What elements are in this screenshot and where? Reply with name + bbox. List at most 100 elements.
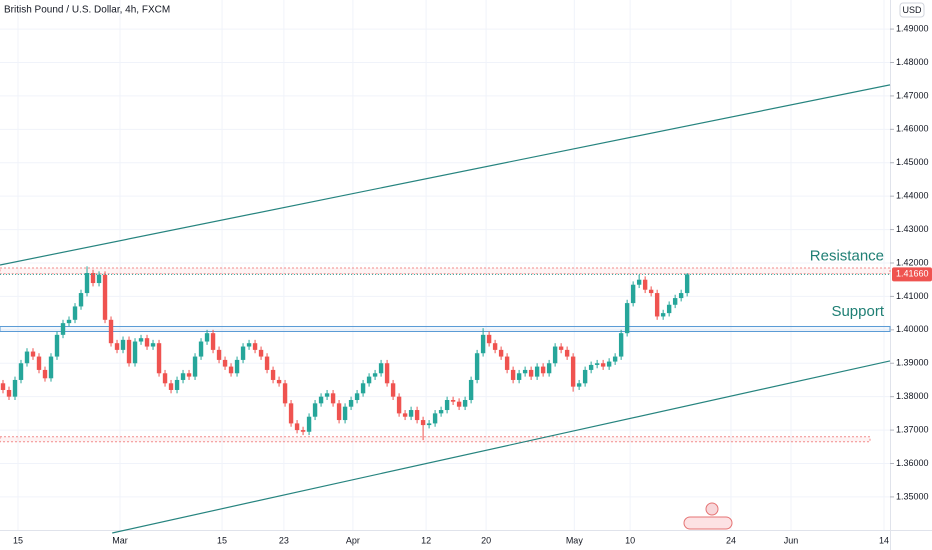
zones — [0, 267, 891, 443]
candle-body — [282, 383, 288, 404]
candle-body — [258, 349, 264, 357]
candle-body — [96, 274, 102, 284]
y-tick-label: 1.45000 — [896, 157, 929, 167]
candle-body — [156, 343, 162, 374]
candle-body — [126, 339, 132, 364]
y-tick-label: 1.48000 — [896, 57, 929, 67]
candle-body — [294, 423, 300, 431]
candle-body — [390, 383, 396, 397]
last-price-label: 1.41660 — [896, 269, 929, 279]
candle-body — [468, 379, 474, 401]
candle-body — [546, 363, 552, 374]
candle-body — [348, 400, 354, 407]
candle-body — [450, 400, 456, 402]
candle-body — [312, 403, 318, 417]
candle-body — [204, 333, 210, 342]
candle-body — [510, 369, 516, 380]
candle-body — [522, 369, 528, 374]
candles — [0, 266, 690, 441]
x-tick-label: Jun — [784, 535, 799, 545]
x-tick-label: 15 — [217, 535, 227, 545]
candle-body — [408, 410, 414, 417]
candle-body — [516, 373, 522, 380]
candle-body — [306, 416, 312, 432]
candle-body — [12, 379, 18, 397]
candle-body — [636, 279, 642, 285]
y-tick-label: 1.38000 — [896, 391, 929, 401]
candle-body — [354, 393, 360, 401]
candle-body — [42, 369, 48, 379]
annotation: Resistance — [810, 248, 884, 265]
candle-body — [528, 369, 534, 377]
candle-body — [162, 373, 168, 384]
annotation: Support — [831, 303, 884, 320]
x-tick-label: 12 — [421, 535, 431, 545]
candle-body — [240, 346, 246, 360]
candle-body — [234, 359, 240, 374]
candle-body — [612, 356, 618, 362]
candle-body — [132, 341, 138, 364]
candle-body — [60, 323, 66, 335]
candle-body — [642, 279, 648, 290]
candle-body — [402, 413, 408, 417]
y-tick-label: 1.43000 — [896, 224, 929, 234]
candle-body — [66, 319, 72, 324]
candle-body — [432, 413, 438, 424]
candle-body — [384, 363, 390, 384]
overlay: Resistance Support — [0, 84, 891, 534]
candle-body — [246, 343, 252, 347]
candle-body — [438, 410, 444, 414]
candle-body — [102, 274, 108, 320]
x-tick-label: 15 — [13, 535, 23, 545]
candle-body — [372, 373, 378, 377]
candle-body — [276, 379, 282, 384]
candle-body — [144, 338, 150, 347]
zone — [0, 325, 891, 333]
candle-body — [486, 334, 492, 344]
candle-body — [36, 356, 42, 370]
trend-line — [112, 360, 891, 534]
candle-body — [324, 393, 330, 397]
currency-label[interactable]: USD — [902, 5, 922, 15]
candle-body — [660, 313, 666, 317]
candle-body — [72, 306, 78, 320]
x-tick-label: 14 — [879, 535, 889, 545]
candle-body — [216, 349, 222, 360]
candle-body — [474, 353, 480, 380]
candle-body — [84, 273, 90, 294]
y-tick-label: 1.46000 — [896, 124, 929, 134]
candle-body — [606, 361, 612, 367]
x-tick-label: 10 — [625, 535, 635, 545]
event-icons — [683, 502, 733, 530]
candle-body — [90, 273, 96, 284]
y-tick-label: 1.37000 — [896, 424, 929, 434]
candle-body — [624, 303, 630, 334]
candle-body — [54, 334, 60, 357]
candle-body — [120, 339, 126, 350]
y-tick-label: 1.44000 — [896, 191, 929, 201]
zone — [0, 436, 871, 443]
candle-body — [456, 401, 462, 407]
candle-body — [588, 364, 594, 370]
candle-body — [666, 304, 672, 314]
candle-body — [498, 349, 504, 357]
x-tick-label: 24 — [726, 535, 736, 545]
y-tick-label: 1.35000 — [896, 491, 929, 501]
currency-box[interactable] — [899, 2, 925, 18]
candle-body — [48, 356, 54, 379]
candle-body — [558, 346, 564, 350]
x-tick-label: Apr — [346, 535, 360, 545]
candle-body — [330, 393, 336, 404]
candle-body — [684, 274, 690, 294]
candle-body — [552, 346, 558, 364]
last-price-tag — [892, 267, 932, 282]
candle-body — [222, 359, 228, 367]
candle-body — [288, 403, 294, 424]
candle-body — [186, 373, 192, 377]
candle-body — [678, 293, 684, 299]
candle-body — [378, 363, 384, 374]
candle-body — [252, 343, 258, 350]
trend-line — [0, 84, 891, 266]
